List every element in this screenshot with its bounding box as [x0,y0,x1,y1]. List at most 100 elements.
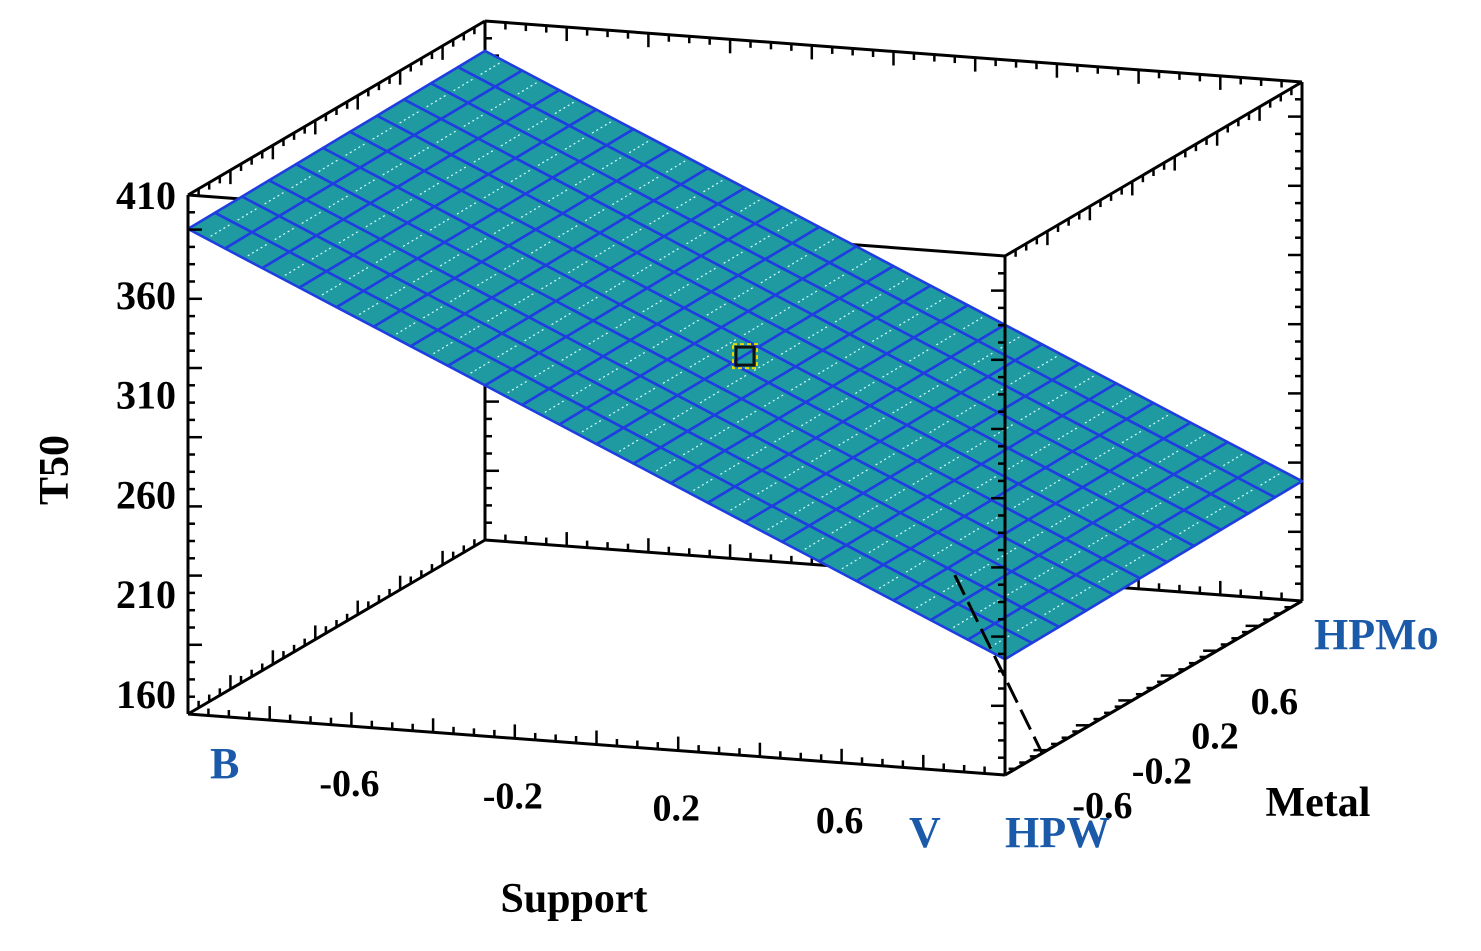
surface-hatch [706,303,727,316]
surface-hatch [426,94,446,108]
surface-hatch [915,596,936,609]
surface-hatch [608,403,629,417]
response-surface [186,49,1304,754]
z-axis-ticks: 160 210 260 310 360 410 [116,173,176,717]
surface-hatch [618,439,639,452]
z-axis-title: T50 [32,435,78,505]
surface-hatch [784,465,804,479]
surface-hatch [318,159,338,173]
surface-hatch [665,160,686,173]
surface-hatch [767,517,787,531]
surface-hatch [699,391,720,404]
surface-hatch [983,388,1003,401]
surface-hatch [551,312,571,326]
surface-hatch [611,192,632,206]
surface-hatch [736,410,757,423]
surface-hatch [284,263,305,276]
surface-hatch [909,349,929,362]
surface-hatch [980,599,1000,612]
surface-hatch [946,368,966,382]
floor-dashed-line [953,574,1044,754]
surface-hatch [1223,453,1243,467]
surface-hatch [929,420,949,434]
surface-hatch [541,277,561,290]
surface-hatch [905,560,926,573]
surface-hatch [760,271,781,284]
surface-hatch [770,306,791,320]
surface-hatch [922,508,943,521]
surface-hatch [483,186,504,199]
surface-hatch [264,192,284,205]
surface-hatch [382,163,402,176]
surface-hatch [392,198,413,212]
surface-hatch [1179,521,1199,535]
surface-hatch [892,401,912,414]
surface-hatch [1115,518,1135,531]
surface-hatch [365,215,386,228]
surface-hatch [628,140,649,154]
surface-hatch [861,293,882,307]
surface-hatch [615,316,635,329]
surface-hatch [919,384,939,398]
surface-hatch [328,195,348,208]
surface-hatch [571,384,592,397]
surface-hatch [1121,430,1142,444]
surface-hatch [814,238,835,252]
surface-hatch [595,244,615,258]
surface-hatch [574,173,595,186]
x-tick-label: -0.2 [483,775,543,817]
surface-hatch [446,166,467,179]
surface-hatch [956,404,976,417]
surface-hatch [720,462,740,475]
surface-hatch [476,273,497,287]
surface-hatch [662,371,683,384]
surface-hatch [774,430,794,443]
surface-hatch [247,244,267,257]
surface-hatch [790,378,811,391]
surface-hatch [466,237,487,251]
surface-hatch [409,146,429,160]
surface-hatch [709,426,730,440]
surface-hatch [537,153,558,167]
surface-hatch [871,329,892,343]
surface-hatch [652,335,673,349]
surface-hatch [875,453,895,466]
surface-hatch [1185,434,1206,447]
surface-hatch [730,498,750,511]
surface-hatch [625,351,646,365]
surface-hatch [470,361,490,374]
surface-hatch [895,524,916,537]
surface-hatch [517,82,537,95]
surface-hatch [669,283,689,297]
surface-hatch [689,355,710,368]
surface-hatch [645,423,666,436]
surface-hatch [358,302,379,316]
surface-hatch [885,488,906,502]
surface-hatch [757,482,777,495]
surface-hatch [453,78,473,92]
surface-hatch [966,440,987,453]
surface-hatch [753,358,774,372]
surface-hatch [524,328,544,342]
surface-hatch [301,211,321,224]
surface-hatch [419,182,440,196]
surface-hatch [797,290,818,303]
z-tick-label: 410 [116,173,176,218]
surface-hatch [402,234,423,247]
surface-hatch [831,521,852,534]
surface-hatch [584,208,605,222]
surface-hatch [500,134,521,147]
surface-hatch [605,280,625,293]
surface-hatch [1084,411,1105,424]
surface-hatch [561,348,581,361]
surface-hatch [642,300,662,313]
surface-hatch [375,250,396,264]
surface-hatch [581,420,602,433]
surface-hatch [1260,473,1280,486]
surface-hatch [1169,486,1189,499]
surface-hatch [824,274,845,287]
surface-hatch [433,341,453,355]
surface-hatch [902,436,922,450]
surface-hatch [1142,502,1162,515]
surface-hatch [747,446,767,459]
